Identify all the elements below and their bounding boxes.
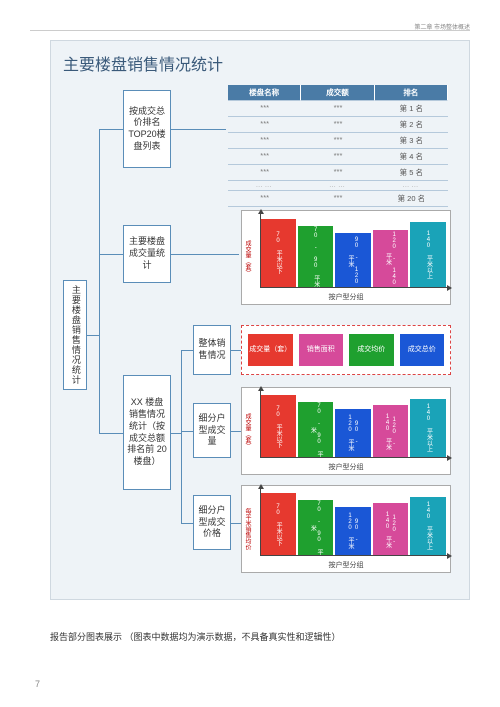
table-row: ******第 20 名	[228, 191, 448, 207]
bar: 140 平米以上	[410, 399, 446, 458]
chart-volume: 成交量（套） 70 平米以下70 - 90 平米90 - 120 平米120 -…	[241, 210, 451, 305]
metric-box: 成交总价	[400, 334, 445, 366]
footer-note: 报告部分图表展示 （图表中数据均为演示数据，不具备真实性和逻辑性）	[50, 630, 341, 643]
bar: 90 - 120 平米	[335, 507, 371, 557]
bar: 140 平米以上	[410, 497, 446, 556]
table-row: ******第 3 名	[228, 133, 448, 149]
bar: 140 平米以上	[410, 222, 446, 288]
table-ellipsis: ………………	[228, 181, 448, 191]
bar: 70 - 90 平米	[298, 226, 334, 288]
chart-overall-dashed: 成交量（套）销售面积成交均价成交总价	[241, 325, 451, 375]
node-sub-volume: 细分户型成交量	[193, 403, 231, 458]
bar: 90 - 120 平米	[335, 233, 371, 288]
node-root: 主要楼盘销售情况统计	[63, 280, 87, 390]
node-overall: 整体销售情况	[193, 325, 231, 375]
chart-xlabel: 按户型分组	[242, 560, 450, 570]
col-rank: 排名	[375, 85, 448, 101]
col-name: 楼盘名称	[228, 85, 301, 101]
node-sub-price: 细分户型成交价格	[193, 495, 231, 550]
metric-box: 成交均价	[349, 334, 394, 366]
table-row: ******第 5 名	[228, 165, 448, 181]
chart-ylabel: 成交量（套）	[244, 240, 250, 276]
bar: 70 平米以下	[260, 219, 296, 288]
node-top20: 按成交总价排名TOP20楼盘列表	[123, 90, 171, 168]
chart-sub-volume: 成交量（套） 70 平米以下70 - 90 平米90 - 120 平米120 -…	[241, 387, 451, 475]
chart-ylabel: 成交量（套）	[244, 413, 250, 449]
table-header: 楼盘名称 成交额 排名	[228, 85, 448, 101]
bar: 70 - 90 平米	[298, 500, 334, 556]
table-row: ******第 2 名	[228, 117, 448, 133]
bar: 120 - 140 平米	[373, 230, 409, 288]
bar: 90 - 120 平米	[335, 409, 371, 459]
bar: 70 平米以下	[260, 395, 296, 458]
col-amount: 成交额	[301, 85, 374, 101]
bar: 120 - 140 平米	[373, 405, 409, 458]
chart-ylabel: 每平米销售均价	[244, 508, 250, 550]
metric-box: 销售面积	[299, 334, 344, 366]
panel-title: 主要楼盘销售情况统计	[63, 51, 457, 75]
bar: 120 - 140 平米	[373, 503, 409, 556]
table-row: ******第 1 名	[228, 101, 448, 117]
bar: 70 平米以下	[260, 493, 296, 556]
chart-xlabel: 按户型分组	[242, 462, 450, 472]
ranking-table: 楼盘名称 成交额 排名 ******第 1 名 ******第 2 名 ****…	[228, 85, 448, 207]
diagram: 主要楼盘销售情况统计 按成交总价排名TOP20楼盘列表 主要楼盘成交量统计 XX…	[63, 85, 457, 585]
node-xx: XX 楼盘销售情况统计（按成交总额排名前 20楼盘）	[123, 375, 171, 490]
page-number: 7	[35, 679, 40, 689]
table-row: ******第 4 名	[228, 149, 448, 165]
node-volume: 主要楼盘成交量统计	[123, 225, 171, 283]
chart-xlabel: 按户型分组	[242, 292, 450, 302]
content-panel: 主要楼盘销售情况统计 主要楼盘销售情况统计 按成交总价排名TOP20楼盘列表 主…	[50, 40, 470, 600]
header-rule	[30, 30, 470, 31]
chart-sub-price: 每平米销售均价 70 平米以下70 - 90 平米90 - 120 平米120 …	[241, 485, 451, 573]
bar: 70 - 90 平米	[298, 402, 334, 458]
metric-box: 成交量（套）	[248, 334, 293, 366]
